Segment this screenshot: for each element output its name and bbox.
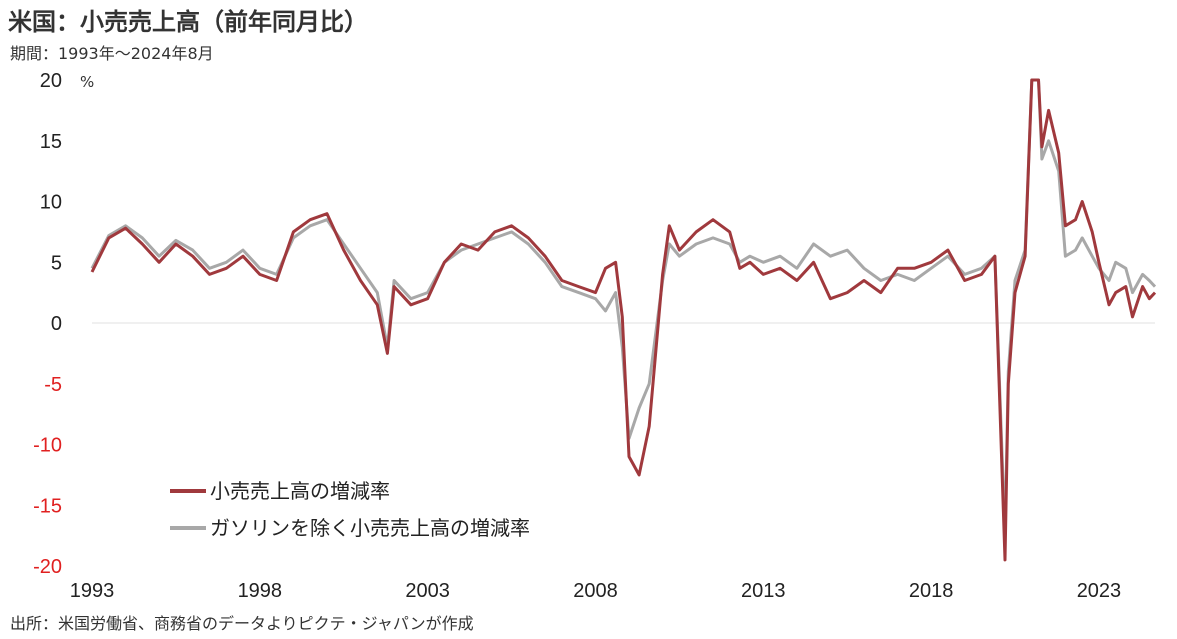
chart-subtitle: 期間：1993年～2024年8月 (10, 44, 214, 63)
series-line-2 (90, 78, 1157, 538)
y-axis-unit-label: % (80, 73, 94, 91)
x-tick-label: 2018 (909, 580, 954, 602)
y-tick-label: -10 (33, 435, 62, 457)
y-tick-label: 0 (51, 313, 62, 335)
x-axis-ticks: 1993 1998 2003 2008 2013 2018 2023 (70, 580, 1121, 602)
y-tick-label: 20 (40, 70, 62, 92)
legend: 小売売上高の増減率 ガソリンを除く小売売上高の増減率 (170, 479, 530, 540)
y-tick-label: -15 (33, 495, 62, 517)
x-tick-label: 1998 (238, 580, 283, 602)
x-tick-label: 2013 (741, 580, 786, 602)
y-tick-label: -5 (44, 374, 62, 396)
legend-label-series-1: 小売売上高の増減率 (210, 479, 390, 503)
x-tick-label: 1993 (70, 580, 115, 602)
source-note: 出所：米国労働省、商務省のデータよりピクテ・ジャパンが作成 (10, 614, 474, 633)
series-line-1 (90, 78, 1157, 562)
x-tick-label: 2008 (573, 580, 618, 602)
y-tick-label: 15 (40, 131, 62, 153)
y-tick-label: 5 (51, 252, 62, 274)
series-lines (90, 78, 1157, 562)
y-tick-label: -20 (33, 556, 62, 578)
y-tick-label: 10 (40, 192, 62, 214)
x-tick-label: 2003 (405, 580, 450, 602)
x-tick-label: 2023 (1077, 580, 1122, 602)
chart-title: 米国：小売売上高（前年同月比） (8, 8, 368, 36)
legend-label-series-2: ガソリンを除く小売売上高の増減率 (210, 516, 530, 540)
y-axis-ticks: 20 15 10 5 0 -5 -10 -15 -20 (33, 70, 62, 578)
